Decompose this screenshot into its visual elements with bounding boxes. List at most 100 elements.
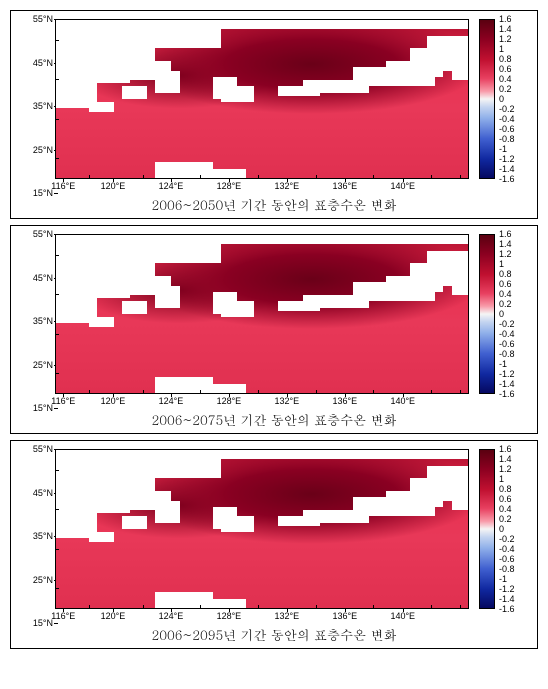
x-tick-mark <box>229 393 230 397</box>
y-tick-label: 35°N <box>33 316 53 326</box>
x-minor-tick <box>316 175 317 178</box>
colorbar-label: 0.6 <box>499 279 512 289</box>
colorbar-label: -0.4 <box>499 114 515 124</box>
colorbar-label: 0.4 <box>499 289 512 299</box>
x-minor-tick <box>316 605 317 608</box>
land-mask <box>89 317 114 326</box>
colorbar-label: -1.6 <box>499 604 515 614</box>
colorbar-label: -0.4 <box>499 329 515 339</box>
x-tick-mark <box>229 608 230 612</box>
y-tick-label: 45°N <box>33 273 53 283</box>
land-mask <box>278 516 319 525</box>
y-minor-tick <box>56 40 59 41</box>
colorbar-label: 1 <box>499 44 504 54</box>
colorbar-label: -0.2 <box>499 534 515 544</box>
x-tick-mark <box>403 178 404 182</box>
x-minor-tick <box>89 605 90 608</box>
colorbar-label: -0.8 <box>499 134 515 144</box>
colorbar <box>479 234 495 394</box>
land-mask <box>155 71 180 93</box>
x-tick-label: 128°E <box>217 396 242 406</box>
colorbar-label: -0.6 <box>499 554 515 564</box>
colorbar-wrap: 1.61.41.210.80.60.40.20-0.2-0.4-0.6-0.8-… <box>479 449 531 609</box>
x-tick-mark <box>345 178 346 182</box>
land-mask <box>452 276 468 295</box>
y-tick-label: 45°N <box>33 488 53 498</box>
colorbar-label: 1.4 <box>499 239 512 249</box>
colorbar-label: -1.4 <box>499 379 515 389</box>
land-mask <box>122 86 147 99</box>
x-tick-mark <box>113 608 114 612</box>
x-axis: 116°E120°E124°E128°E132°E136°E140°E <box>55 609 469 623</box>
y-tick-label: 25°N <box>33 145 53 155</box>
x-tick-label: 120°E <box>101 396 126 406</box>
colorbar-label: 0.8 <box>499 484 512 494</box>
y-minor-tick <box>56 470 59 471</box>
x-tick-mark <box>403 393 404 397</box>
x-minor-tick <box>373 390 374 393</box>
land-mask <box>155 286 180 308</box>
land-mask <box>221 86 254 102</box>
panel-caption: 2006~2075년 기간 동안의 표층수온 변화 <box>17 410 531 429</box>
x-minor-tick <box>89 175 90 178</box>
y-tick-label: 15°N <box>33 618 53 628</box>
land-mask <box>221 301 254 317</box>
colorbar-label: -1.2 <box>499 154 515 164</box>
colorbar-label: 0.4 <box>499 74 512 84</box>
plot-area: 55°N45°N35°N25°N15°N116°E120°E124°E128°E… <box>55 234 469 408</box>
x-minor-tick <box>258 175 259 178</box>
colorbar-label: 0.8 <box>499 269 512 279</box>
colorbar-label: 0.2 <box>499 514 512 524</box>
x-tick-mark <box>171 608 172 612</box>
land-mask <box>221 516 254 532</box>
colorbar-label: 1.6 <box>499 14 512 24</box>
colorbar-label: 1.2 <box>499 34 512 44</box>
y-tick-label: 25°N <box>33 360 53 370</box>
land-mask <box>204 599 245 608</box>
land-mask <box>122 516 147 529</box>
y-axis: 55°N45°N35°N25°N15°N <box>19 234 53 408</box>
x-minor-tick <box>258 390 259 393</box>
y-tick-label: 25°N <box>33 575 53 585</box>
colorbar-label: -1 <box>499 359 507 369</box>
y-minor-tick <box>56 509 59 510</box>
x-minor-tick <box>431 175 432 178</box>
colorbar-label: 0 <box>499 524 504 534</box>
x-tick-label: 116°E <box>51 181 75 191</box>
colorbar-wrap: 1.61.41.210.80.60.40.20-0.2-0.4-0.6-0.8-… <box>479 19 531 179</box>
x-tick-label: 124°E <box>159 396 184 406</box>
x-minor-tick <box>460 390 461 393</box>
panel-row: 55°N45°N35°N25°N15°N116°E120°E124°E128°E… <box>17 449 531 623</box>
x-tick-label: 132°E <box>275 181 300 191</box>
x-minor-tick <box>460 605 461 608</box>
x-tick-mark <box>113 178 114 182</box>
colorbar-label: -1.2 <box>499 584 515 594</box>
x-minor-tick <box>200 175 201 178</box>
colorbar-label: -1 <box>499 574 507 584</box>
colorbar-label: 1.6 <box>499 229 512 239</box>
colorbar-label: 0 <box>499 309 504 319</box>
colorbar-labels: 1.61.41.210.80.60.40.20-0.2-0.4-0.6-0.8-… <box>499 449 531 609</box>
y-tick-label: 45°N <box>33 58 53 68</box>
x-axis: 116°E120°E124°E128°E132°E136°E140°E <box>55 179 469 193</box>
land-mask <box>155 501 180 523</box>
x-minor-tick <box>258 605 259 608</box>
x-tick-label: 124°E <box>159 181 184 191</box>
y-tick-label: 55°N <box>33 444 53 454</box>
colorbar-label: -0.8 <box>499 564 515 574</box>
panel-row: 55°N45°N35°N25°N15°N116°E120°E124°E128°E… <box>17 19 531 193</box>
land-mask <box>278 86 319 95</box>
x-tick-label: 132°E <box>275 611 300 621</box>
colorbar-label: 1.6 <box>499 444 512 454</box>
colorbar <box>479 19 495 179</box>
y-tick-label: 55°N <box>33 14 53 24</box>
x-minor-tick <box>89 390 90 393</box>
y-minor-tick <box>56 549 59 550</box>
y-tick-label: 55°N <box>33 229 53 239</box>
y-tick-label: 35°N <box>33 531 53 541</box>
y-minor-tick <box>56 158 59 159</box>
land-mask <box>427 251 468 270</box>
colorbar-label: -1.4 <box>499 594 515 604</box>
x-minor-tick <box>143 605 144 608</box>
colorbar-label: -1.2 <box>499 369 515 379</box>
